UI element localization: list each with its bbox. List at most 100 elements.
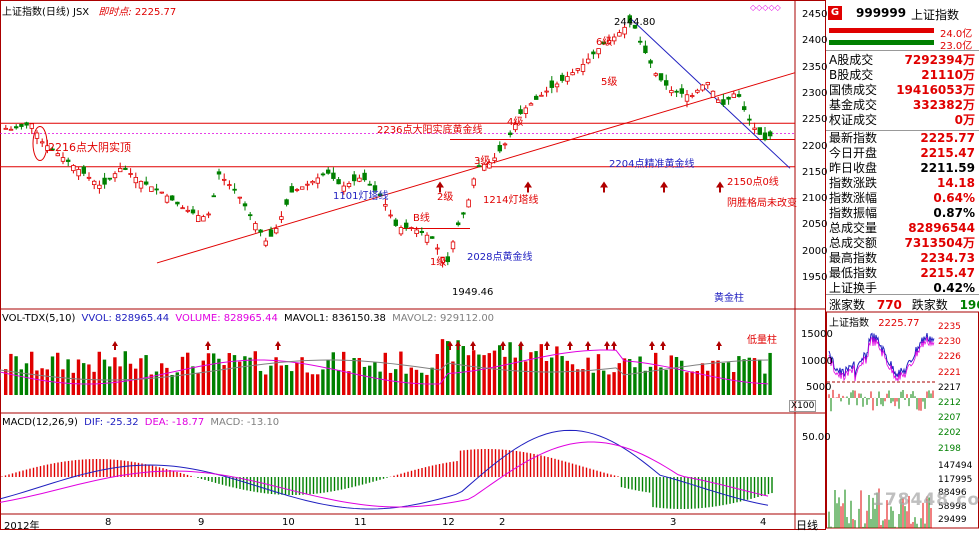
date-tick: 3 [670,517,677,528]
low-volume-bar-label: 低量柱 [747,335,777,346]
quote-row-label: 最高指数 [829,251,878,265]
candle-body [180,207,185,210]
volume-bar [404,373,408,395]
wave-4-label: 4级 [507,117,524,128]
volume-arrow [112,341,118,350]
volume-bar [35,370,39,395]
index-code: JSX [73,7,90,18]
instant-value: 2225.77 [134,7,177,18]
quote-row-value: 0.64% [933,191,975,205]
candle-body [497,145,502,152]
volume-bar [321,369,325,395]
candle-body [539,94,544,97]
candle-body [92,180,97,186]
candle-body [612,36,617,42]
volume-bar [40,368,44,395]
watermark: 178448.com [872,490,979,510]
mini-price-tick: 2226 [938,352,961,363]
quote-row-label: B股成交 [829,68,874,82]
mini-value: 2225.77 [878,318,920,329]
toolbar-dots[interactable]: ◇◇◇◇◇ [750,3,781,12]
date-tick: 8 [105,517,112,528]
candle-body [3,127,8,130]
candle-body [138,180,144,189]
mini-volume-tick: 29499 [938,515,967,525]
date-tick: 9 [198,517,205,528]
candle-body [76,169,81,177]
price-tick: 2050 [802,219,828,231]
candle-body [377,193,383,196]
volume-bar [508,342,512,395]
volume-bar [186,352,190,395]
chart-frame [0,0,826,530]
quote-row: 国债成交 19416053万 [826,82,979,98]
quote-row-value: 7292394万 [904,53,975,67]
mini-avg-line [828,336,935,382]
volume-bar [336,369,341,395]
candle-body [112,173,118,179]
quote-row: 总成交量 82896544 [826,220,979,236]
up-count: 770 [876,298,902,312]
volume-bar [550,357,554,395]
volume-bar [472,350,476,395]
candle-body [440,257,445,263]
candle-body [674,90,679,93]
dif-value: DIF: -25.32 [84,417,139,428]
vol-ma-line [0,349,769,385]
candle-body [201,216,206,222]
volume-bar [175,372,179,395]
price-arrow [600,181,608,193]
price-tick: 2100 [802,193,828,205]
candle-body [159,191,164,194]
trend-line [156,72,796,264]
macd-tick: 50.00 [802,432,831,443]
volume-bar [206,353,211,395]
volume-bar [61,369,65,395]
quote-row-label: 总成交量 [829,221,878,235]
candle-body [523,107,528,114]
volume-bar [66,359,70,395]
volume-bar [295,362,299,395]
volume-bar [326,359,330,395]
volume-bar [409,367,413,395]
volume-bar [654,352,658,395]
trend-line [629,17,791,169]
candle-body [13,126,19,129]
candle-body [284,199,289,205]
mini-price-line [828,332,935,378]
volume-bar [76,359,81,395]
macd-dea-line [0,441,769,508]
volume-bar [440,339,445,395]
candle-body [445,256,450,263]
volume-bar [170,374,174,395]
quote-row-label: 权证成交 [829,113,878,127]
candle-body [258,229,263,233]
divider [826,294,979,295]
candle-body [695,89,700,93]
volume-bar [700,363,705,395]
candle-body [242,203,248,207]
candle-body [55,153,60,157]
annotation-2216: 2216点大阴实顶 [48,141,131,154]
vol-ma-line [0,359,769,381]
annotation-1101: 1101灯塔线 [333,191,389,202]
quote-row: 权证成交 0万 [826,112,979,128]
annotation-2028: 2028点黄金线 [467,252,533,263]
volume-bar [680,360,684,395]
mini-price-tick: 2198 [938,443,961,454]
macd-value: MACD: -13.10 [210,417,280,428]
quote-row-value: 2234.73 [920,251,975,265]
down-count: 196 [959,298,979,312]
period-tab[interactable]: 日线 [796,519,818,532]
price-tick: 2400 [802,35,828,47]
candle-body [164,195,170,203]
candle-body [372,185,378,191]
quote-row-label: A股成交 [829,53,874,67]
volume-bar [565,360,569,395]
volume-bar [461,346,465,395]
volume-bar [430,367,434,395]
candle-body [383,204,388,207]
volume-bar [503,356,507,395]
volume-bar [305,372,309,395]
